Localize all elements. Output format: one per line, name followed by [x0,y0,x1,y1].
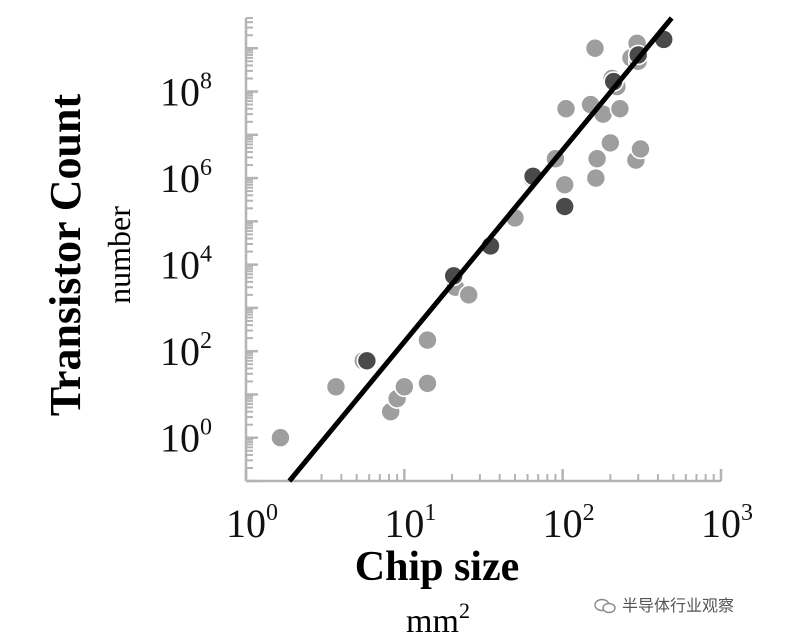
light-data-point [417,373,438,394]
x-tick-exp: 1 [424,500,436,526]
x-tick-exp: 3 [741,500,753,526]
y-tick-exp: 6 [200,155,212,181]
x-tick-label: 102 [543,500,595,546]
light-data-point [609,98,631,120]
fit-line [287,16,674,483]
x-axis-title: Chip size [355,544,520,590]
dark-data-point [554,196,575,217]
x-tick-label: 101 [384,500,436,546]
light-data-point [600,132,621,154]
light-data-point [555,98,577,120]
y-tick-label: 104 [160,242,212,288]
x-tick-base: 10 [543,501,583,546]
y-axis-unit: number [101,206,137,304]
fit-line-layer [287,16,674,483]
y-tick-exp: 0 [200,415,212,441]
light-data-point [325,376,347,398]
y-tick-exp: 8 [200,69,212,95]
light-data-point [630,138,651,160]
light-data-point [554,174,575,196]
x-axis-unit-exp: 2 [459,598,470,623]
light-data-point [585,167,607,189]
y-tick-label: 102 [160,328,212,374]
x-axis-unit: mm2 [406,598,470,639]
y-tick-label: 106 [160,155,212,201]
light-data-point [394,376,415,398]
dark-data-point [356,350,378,372]
x-tick-label: 100 [226,500,278,546]
wechat-icon [594,598,616,614]
x-tick-base: 10 [226,501,266,546]
axes-layer [244,17,723,483]
y-axis-title: Transistor Count [41,94,90,417]
light-data-point [270,427,291,449]
points-layer [270,29,675,449]
light-data-point [586,148,608,170]
x-tick-label: 103 [701,500,753,546]
light-data-point [417,329,438,351]
y-tick-label: 100 [160,415,212,461]
x-axis-unit-base: mm [406,603,459,639]
light-data-point [458,284,480,306]
y-tick-exp: 4 [200,242,212,268]
x-tick-base: 10 [701,501,741,546]
y-tick-base: 10 [160,70,200,115]
y-tick-base: 10 [160,329,200,374]
y-tick-exp: 2 [200,328,212,354]
light-data-point [584,37,606,59]
x-tick-base: 10 [384,501,424,546]
y-tick-base: 10 [160,243,200,288]
y-tick-base: 10 [160,416,200,461]
y-tick-base: 10 [160,156,200,201]
watermark: 半导体行业观察 [594,592,734,616]
y-tick-label: 108 [160,69,212,115]
x-tick-exp: 0 [266,500,278,526]
watermark-text: 半导体行业观察 [622,596,735,615]
x-tick-exp: 2 [583,500,595,526]
